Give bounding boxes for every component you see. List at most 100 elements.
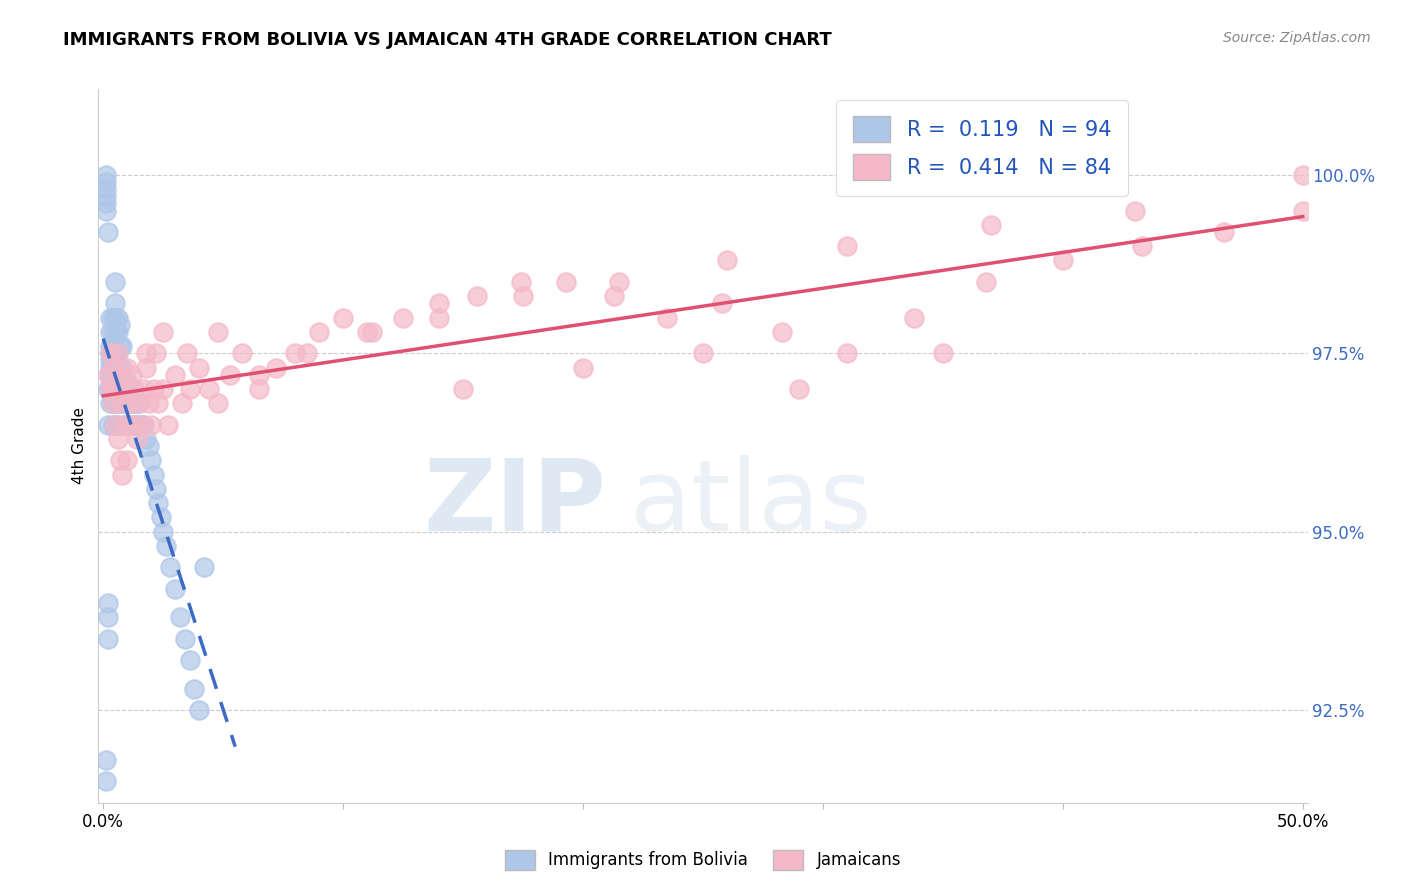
Point xyxy=(135,360,157,375)
Point xyxy=(100,346,122,360)
Point xyxy=(356,325,378,339)
Point xyxy=(115,417,138,432)
Point xyxy=(101,375,124,389)
Point xyxy=(716,253,738,268)
Point xyxy=(111,396,134,410)
Point xyxy=(152,325,174,339)
Point xyxy=(97,632,120,646)
Point xyxy=(97,610,120,624)
Point xyxy=(1130,239,1153,253)
Point xyxy=(169,610,191,624)
Point xyxy=(509,275,531,289)
Y-axis label: 4th Grade: 4th Grade xyxy=(72,408,87,484)
Point xyxy=(121,368,143,382)
Point xyxy=(107,346,129,360)
Point xyxy=(142,467,165,482)
Point xyxy=(94,753,117,767)
Point xyxy=(125,396,148,410)
Point xyxy=(94,196,117,211)
Point xyxy=(100,382,122,396)
Point xyxy=(108,453,131,467)
Point xyxy=(104,417,127,432)
Point xyxy=(121,396,143,410)
Point xyxy=(197,382,219,396)
Point xyxy=(101,339,124,353)
Point xyxy=(115,360,138,375)
Point xyxy=(131,417,153,432)
Point xyxy=(101,310,124,325)
Point xyxy=(108,339,131,353)
Point xyxy=(121,417,143,432)
Point xyxy=(692,346,714,360)
Point xyxy=(173,632,195,646)
Point xyxy=(247,368,270,382)
Point xyxy=(165,368,187,382)
Point xyxy=(104,417,127,432)
Point xyxy=(179,382,201,396)
Point xyxy=(176,346,198,360)
Point xyxy=(655,310,678,325)
Point xyxy=(132,417,155,432)
Point xyxy=(104,382,127,396)
Point xyxy=(121,417,143,432)
Point xyxy=(100,325,122,339)
Point xyxy=(111,382,134,396)
Point xyxy=(100,396,122,410)
Point xyxy=(138,439,160,453)
Point xyxy=(835,239,858,253)
Point xyxy=(118,396,141,410)
Point xyxy=(108,382,131,396)
Point xyxy=(207,396,229,410)
Point xyxy=(104,368,127,382)
Point xyxy=(155,539,177,553)
Point xyxy=(284,346,307,360)
Point xyxy=(115,453,138,467)
Point xyxy=(135,346,157,360)
Point xyxy=(104,382,127,396)
Point xyxy=(128,417,150,432)
Point xyxy=(903,310,925,325)
Point xyxy=(101,417,124,432)
Point xyxy=(247,382,270,396)
Point xyxy=(711,296,734,310)
Point xyxy=(111,396,134,410)
Point xyxy=(787,382,810,396)
Point xyxy=(114,417,136,432)
Point xyxy=(97,596,120,610)
Point xyxy=(107,382,129,396)
Point xyxy=(94,168,117,182)
Point xyxy=(100,310,122,325)
Point xyxy=(101,360,124,375)
Point xyxy=(555,275,578,289)
Point xyxy=(107,368,129,382)
Point xyxy=(100,360,122,375)
Point xyxy=(427,310,450,325)
Point xyxy=(94,774,117,789)
Point xyxy=(152,382,174,396)
Point xyxy=(512,289,534,303)
Point xyxy=(183,681,205,696)
Point xyxy=(101,325,124,339)
Point xyxy=(145,482,167,496)
Point xyxy=(104,310,127,325)
Point xyxy=(207,325,229,339)
Point xyxy=(104,396,127,410)
Point xyxy=(101,368,124,382)
Point xyxy=(114,375,136,389)
Point xyxy=(101,396,124,410)
Point xyxy=(94,182,117,196)
Point xyxy=(165,582,187,596)
Point xyxy=(1292,203,1315,218)
Point xyxy=(128,396,150,410)
Point xyxy=(97,417,120,432)
Point xyxy=(932,346,955,360)
Point xyxy=(124,396,146,410)
Point xyxy=(295,346,318,360)
Point xyxy=(980,218,1002,232)
Point xyxy=(1123,203,1146,218)
Point xyxy=(264,360,287,375)
Point xyxy=(100,339,122,353)
Point xyxy=(172,396,194,410)
Point xyxy=(835,346,858,360)
Point xyxy=(128,396,150,410)
